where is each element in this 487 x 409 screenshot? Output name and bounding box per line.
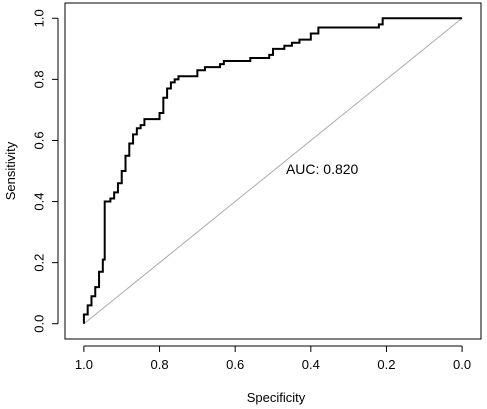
x-tick-label: 0.2 [377, 357, 395, 372]
x-tick-label: 0.0 [453, 357, 471, 372]
series-layer [82, 17, 463, 324]
reference-layer [83, 17, 463, 325]
y-tick-label: 0.8 [31, 70, 46, 88]
x-tick-label: 1.0 [75, 357, 93, 372]
x-axis-title: Specificity [247, 390, 306, 405]
y-tick-label: 0.2 [31, 254, 46, 272]
y-tick-label: 1.0 [31, 9, 46, 27]
y-tick-label: 0.4 [31, 193, 46, 211]
auc-annotation: AUC: 0.820 [286, 161, 359, 177]
x-tick-label: 0.4 [302, 357, 320, 372]
reference-diagonal-line [83, 17, 463, 325]
x-tick-label: 0.6 [226, 357, 244, 372]
roc-curve-line [82, 17, 463, 324]
x-tick-label: 0.8 [151, 357, 169, 372]
y-axis-title: Sensitivity [3, 141, 18, 200]
y-axis: 0.0 0.2 0.4 0.6 0.8 1.0 [31, 9, 59, 333]
y-tick-label: 0.0 [31, 315, 46, 333]
y-tick-label: 0.6 [31, 131, 46, 149]
plot-frame [64, 2, 482, 340]
x-axis: 1.0 0.8 0.6 0.4 0.2 0.0 [75, 345, 471, 372]
